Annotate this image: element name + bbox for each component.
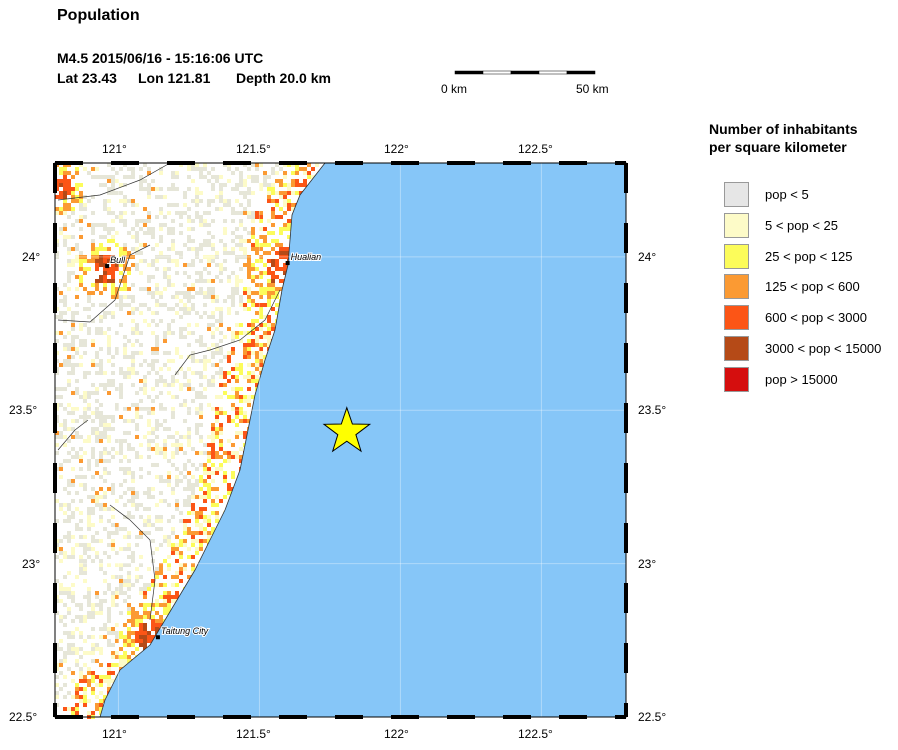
lon-tick-bottom: 122° — [384, 727, 409, 741]
legend-swatch — [724, 336, 749, 361]
coastline — [99, 162, 326, 718]
lat-tick-right: 23.5° — [638, 403, 667, 417]
lat-tick-left: 23.5° — [9, 403, 38, 417]
lon-tick-top: 121° — [102, 142, 127, 156]
scale-right-label: 50 km — [576, 82, 609, 96]
legend-label: 3000 < pop < 15000 — [765, 341, 882, 356]
legend-swatch — [724, 305, 749, 331]
legend-label: pop > 15000 — [765, 371, 838, 387]
county-border — [57, 419, 89, 451]
lon-tick-top: 121.5° — [236, 142, 271, 156]
figure-title: Population — [57, 7, 140, 24]
city-marker — [155, 635, 160, 640]
event-depth: Depth 20.0 km — [236, 70, 331, 86]
population-cells — [55, 163, 319, 719]
scale-bar-segment — [510, 70, 540, 75]
lat-tick-left: 22.5° — [9, 710, 38, 724]
legend-label: 125 < pop < 600 — [765, 279, 860, 295]
legend-title: Number of inhabitants per square kilomet… — [709, 120, 858, 156]
lon-tick-bottom: 121.5° — [236, 727, 271, 741]
epicenter-star-icon — [322, 406, 372, 453]
lat-tick-left: 24° — [22, 250, 41, 264]
legend-label: 600 < pop < 3000 — [765, 310, 867, 326]
lon-tick-bottom: 121° — [102, 727, 127, 741]
city-label: Hualian — [291, 252, 322, 262]
legend-swatch — [724, 366, 749, 392]
lat-tick-right: 23° — [638, 557, 657, 571]
legend-swatch — [724, 212, 749, 238]
scale-bar-segment — [566, 70, 596, 75]
city-label: Bull — [110, 255, 126, 265]
lon-tick-bottom: 122.5° — [518, 727, 553, 741]
lon-tick-top: 122° — [384, 142, 409, 156]
legend-title-line2: per square kilometer — [709, 139, 847, 155]
sea — [100, 163, 626, 717]
city-marker — [105, 264, 110, 269]
legend-swatch — [724, 182, 749, 207]
scale-left-label: 0 km — [441, 82, 468, 96]
lon-tick-top: 122.5° — [518, 142, 553, 156]
legend-label: 25 < pop < 125 — [765, 248, 853, 264]
scale-bar-segment — [454, 70, 484, 75]
scale-bar-segment — [538, 70, 568, 75]
lat-tick-right: 24° — [638, 250, 657, 264]
city-marker — [285, 261, 290, 266]
legend-label: pop < 5 — [765, 187, 809, 202]
county-border — [57, 162, 171, 201]
county-border — [109, 504, 156, 621]
event-lat: Lat 23.43 — [57, 70, 117, 86]
legend-swatch — [724, 274, 749, 300]
legend-title-line1: Number of inhabitants — [709, 121, 858, 137]
legend-swatch — [724, 243, 749, 269]
event-lon: Lon 121.81 — [138, 70, 211, 86]
scale-bar-segment — [482, 70, 512, 75]
city-label: Taitung City — [161, 626, 209, 636]
county-border — [57, 244, 151, 323]
event-line: M4.5 2015/06/16 - 15:16:06 UTC — [57, 50, 264, 66]
county-border — [174, 289, 281, 376]
legend-label: 5 < pop < 25 — [765, 217, 839, 233]
lat-tick-right: 22.5° — [638, 710, 667, 724]
lat-tick-left: 23° — [22, 557, 41, 571]
